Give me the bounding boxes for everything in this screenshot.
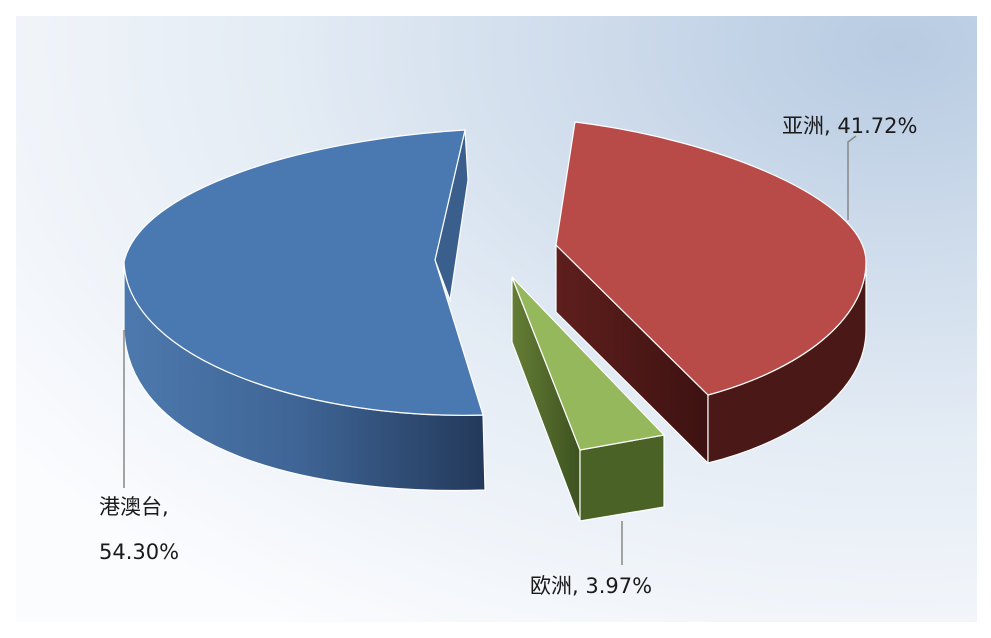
data-label-hk-macao-taiwan-name: 港澳台, — [99, 495, 169, 519]
data-label-europe: 欧洲, 3.97% — [530, 574, 652, 598]
data-label-hk-macao-taiwan-value: 54.30% — [99, 540, 179, 564]
data-label-asia: 亚洲, 41.72% — [782, 114, 917, 138]
